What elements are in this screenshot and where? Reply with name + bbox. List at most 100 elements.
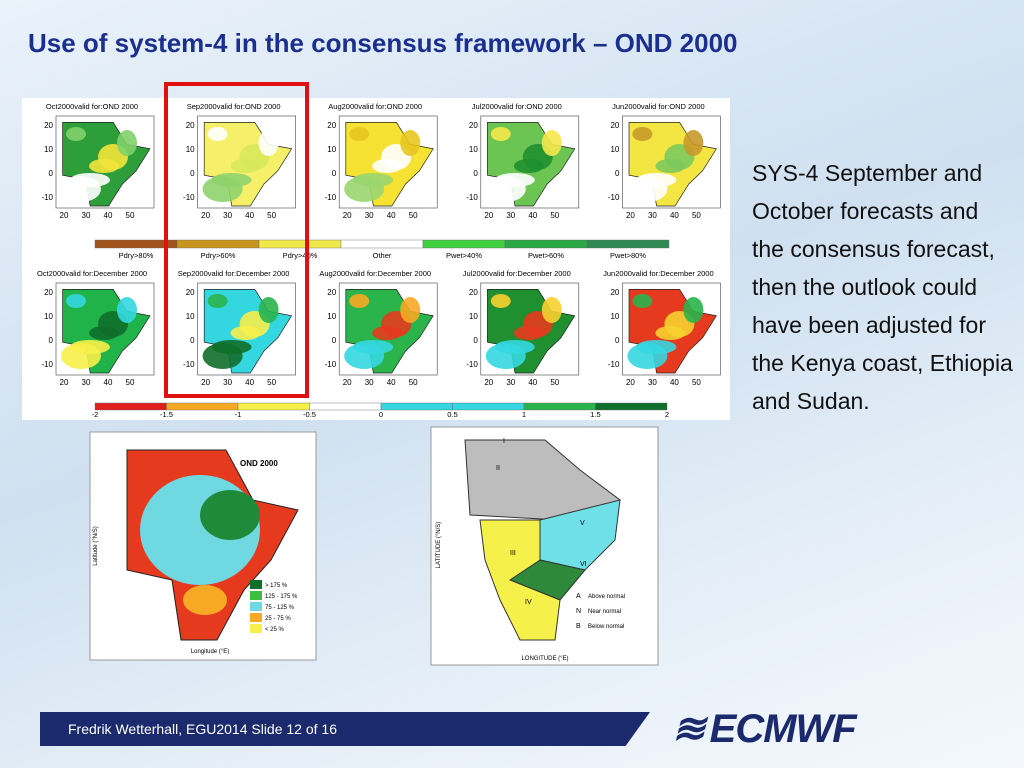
zone-label: V bbox=[580, 520, 585, 527]
y-tick-label: 20 bbox=[610, 121, 619, 130]
y-tick-label: 20 bbox=[327, 288, 336, 297]
legend-label: > 175 % bbox=[265, 583, 288, 589]
legend-label: 1.5 bbox=[590, 410, 600, 419]
map-patch bbox=[541, 130, 562, 156]
panel-title: Oct2000valid for:OND 2000 bbox=[46, 102, 138, 111]
map-patch bbox=[89, 326, 119, 340]
y-tick-label: 20 bbox=[186, 121, 195, 130]
map-patch bbox=[490, 294, 511, 308]
legend-swatch bbox=[504, 239, 588, 249]
map-patch bbox=[683, 130, 704, 156]
legend-key: B bbox=[576, 623, 581, 630]
legend-swatch bbox=[250, 591, 262, 600]
y-tick-label: 20 bbox=[469, 121, 478, 130]
axis-label: LATITUDE (°N/S) bbox=[436, 522, 442, 569]
y-tick-label: 0 bbox=[49, 336, 54, 345]
legend-label: 2 bbox=[665, 410, 669, 419]
y-tick-label: -10 bbox=[608, 193, 620, 202]
legend-swatch bbox=[237, 402, 310, 411]
legend-label: -1.5 bbox=[160, 410, 173, 419]
map-title: OND 2000 bbox=[240, 459, 278, 468]
legend-label: 1 bbox=[522, 410, 526, 419]
legend-label: Pdry>60% bbox=[201, 251, 236, 260]
y-tick-label: 10 bbox=[186, 145, 195, 154]
y-tick-label: 10 bbox=[610, 145, 619, 154]
panel-title: Jun2000valid for:December 2000 bbox=[603, 269, 714, 278]
legend-swatch bbox=[250, 613, 262, 622]
legend-label: 75 - 125 % bbox=[265, 605, 295, 611]
legend-label: Pwet>80% bbox=[610, 251, 646, 260]
panel-title: Aug2000valid for:OND 2000 bbox=[328, 102, 422, 111]
zone-label: IV bbox=[525, 599, 532, 606]
map-patch bbox=[344, 176, 385, 202]
legend-swatch bbox=[380, 402, 453, 411]
x-tick-label: 50 bbox=[409, 211, 418, 220]
x-tick-label: 40 bbox=[387, 211, 396, 220]
y-tick-label: -10 bbox=[183, 193, 195, 202]
legend-swatch bbox=[176, 239, 260, 249]
x-tick-label: 40 bbox=[104, 211, 113, 220]
panel-title: Jul2000valid for:December 2000 bbox=[463, 269, 571, 278]
x-tick-label: 30 bbox=[506, 211, 515, 220]
y-tick-label: 0 bbox=[332, 169, 337, 178]
map-patch bbox=[117, 297, 137, 323]
x-tick-label: 50 bbox=[409, 378, 418, 387]
y-tick-label: 10 bbox=[469, 145, 478, 154]
y-tick-label: -10 bbox=[608, 360, 620, 369]
legend-swatch bbox=[340, 239, 424, 249]
y-tick-label: 10 bbox=[186, 312, 195, 321]
map-patch bbox=[541, 297, 562, 323]
map-patch bbox=[61, 343, 101, 369]
axis-label: LONGITUDE (°E) bbox=[521, 656, 568, 662]
map-patch bbox=[202, 176, 243, 202]
zone-label: I bbox=[503, 438, 505, 445]
panel-title: Oct2000valid for:December 2000 bbox=[37, 269, 147, 278]
map-patch bbox=[200, 490, 260, 540]
axis-label: Longitude (°E) bbox=[191, 649, 229, 655]
axis-label: Latitude (°N/S) bbox=[93, 526, 99, 565]
y-tick-label: 10 bbox=[44, 145, 53, 154]
legend-label: Pdry>40% bbox=[283, 251, 318, 260]
x-tick-label: 50 bbox=[126, 211, 135, 220]
y-tick-label: -10 bbox=[325, 193, 337, 202]
x-tick-label: 50 bbox=[550, 378, 559, 387]
zone-label: II bbox=[496, 465, 500, 472]
map-patch bbox=[258, 297, 279, 323]
x-tick-label: 20 bbox=[201, 378, 210, 387]
x-tick-label: 20 bbox=[626, 211, 635, 220]
legend-label: Other bbox=[373, 251, 392, 260]
map-patch bbox=[230, 326, 261, 340]
map-patch bbox=[632, 294, 653, 308]
y-tick-label: 20 bbox=[610, 288, 619, 297]
map-patch bbox=[66, 294, 86, 308]
y-tick-label: -10 bbox=[41, 193, 53, 202]
map-patch bbox=[627, 343, 668, 369]
x-tick-label: 40 bbox=[387, 378, 396, 387]
x-tick-label: 20 bbox=[60, 211, 69, 220]
y-tick-label: 20 bbox=[44, 288, 53, 297]
legend-swatch bbox=[586, 239, 670, 249]
y-tick-label: 0 bbox=[615, 336, 620, 345]
legend-swatch bbox=[523, 402, 596, 411]
map-patch bbox=[349, 127, 370, 141]
map-patch bbox=[202, 343, 243, 369]
y-tick-label: 10 bbox=[610, 312, 619, 321]
x-tick-label: 20 bbox=[626, 378, 635, 387]
legend-swatch bbox=[250, 624, 262, 633]
x-tick-label: 20 bbox=[484, 378, 493, 387]
y-tick-label: -10 bbox=[466, 193, 478, 202]
x-tick-label: 30 bbox=[648, 378, 657, 387]
highlight-box bbox=[164, 82, 309, 398]
legend-label: 0 bbox=[379, 410, 383, 419]
map-patch bbox=[117, 130, 137, 156]
legend-label: Above normal bbox=[588, 594, 625, 600]
map-patch bbox=[632, 127, 653, 141]
legend-swatch bbox=[94, 402, 167, 411]
panel-title: Aug2000valid for:December 2000 bbox=[319, 269, 431, 278]
x-tick-label: 40 bbox=[670, 211, 679, 220]
y-tick-label: 0 bbox=[332, 336, 337, 345]
zone-yellow bbox=[479, 519, 561, 641]
x-tick-label: 30 bbox=[82, 211, 91, 220]
x-tick-label: 50 bbox=[550, 211, 559, 220]
x-tick-label: 30 bbox=[365, 211, 374, 220]
